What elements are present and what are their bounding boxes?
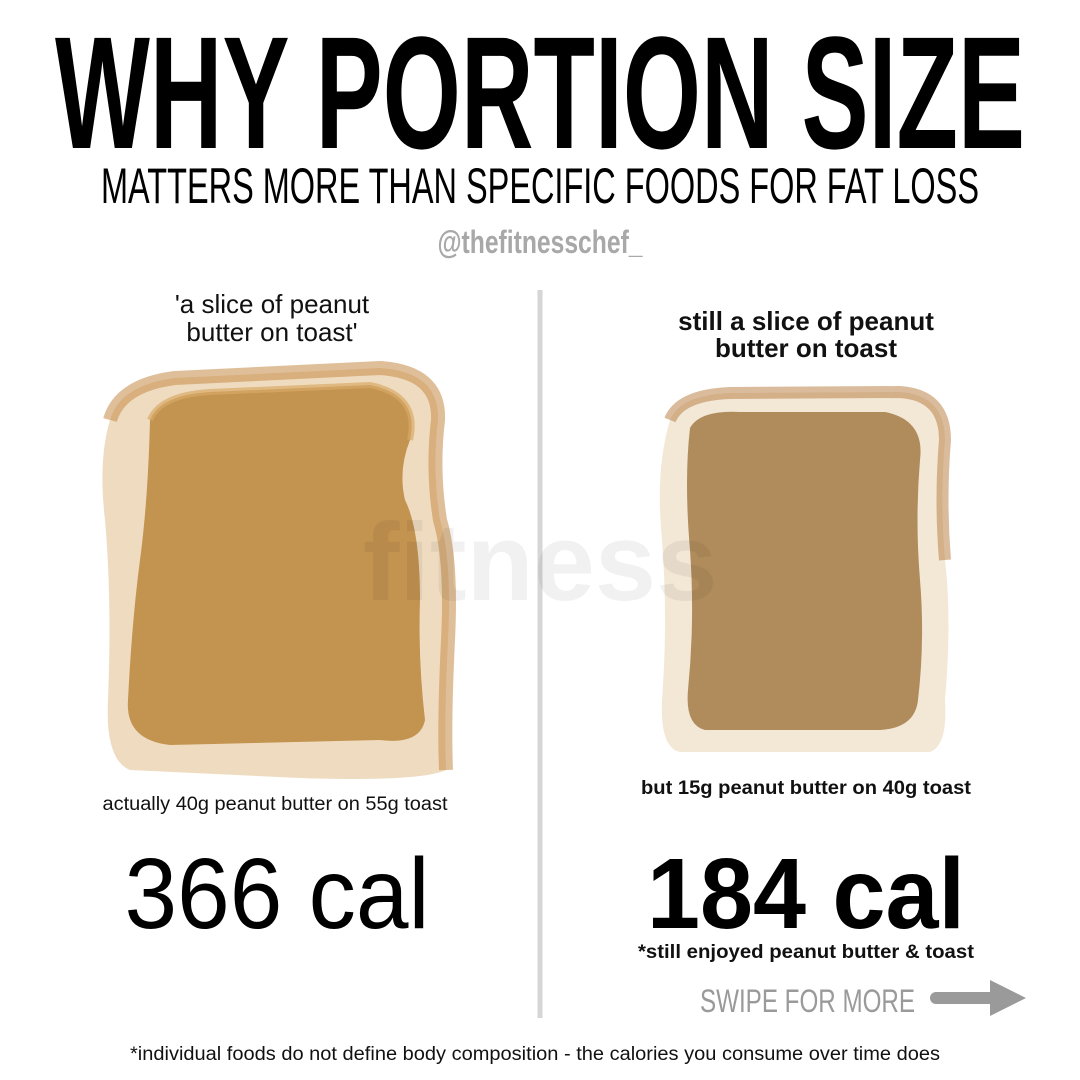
handle: @thefitnesschef_ xyxy=(438,224,644,260)
toast-small xyxy=(659,385,952,752)
watermark: fitness xyxy=(363,501,718,624)
left-detail: actually 40g peanut butter on 55g toast xyxy=(103,794,449,815)
left-caption: 'a slice of peanut xyxy=(175,289,370,319)
left-calories: 366 cal xyxy=(125,838,430,950)
right-caption: butter on toast xyxy=(715,333,897,363)
right-note: *still enjoyed peanut butter & toast xyxy=(638,942,975,963)
right-detail: but 15g peanut butter on 40g toast xyxy=(641,778,972,799)
right-caption: still a slice of peanut xyxy=(678,306,934,336)
subtitle: MATTERS MORE THAN SPECIFIC FOODS FOR FAT… xyxy=(101,158,979,214)
swipe-label: SWIPE FOR MORE xyxy=(700,983,915,1019)
toast-large xyxy=(102,360,456,779)
footer-note: *individual foods do not define body com… xyxy=(130,1044,940,1065)
swipe-arrow xyxy=(930,980,1026,1016)
left-caption: butter on toast' xyxy=(186,317,357,347)
title: WHY PORTION SIZE xyxy=(55,3,1025,182)
right-calories: 184 cal xyxy=(647,838,965,950)
